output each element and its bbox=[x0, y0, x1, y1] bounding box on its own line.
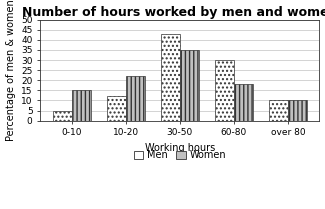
Bar bbox=[234, 84, 253, 121]
Bar bbox=[53, 111, 72, 121]
Bar bbox=[107, 96, 126, 121]
Bar bbox=[72, 90, 91, 121]
Bar bbox=[288, 101, 307, 121]
X-axis label: Working hours: Working hours bbox=[145, 143, 215, 153]
Bar bbox=[215, 60, 234, 121]
Y-axis label: Percentage of men & women: Percentage of men & women bbox=[6, 0, 16, 141]
Bar bbox=[161, 34, 180, 121]
Bar bbox=[269, 101, 288, 121]
Title: Number of hours worked by men and women: Number of hours worked by men and women bbox=[22, 6, 325, 19]
Bar bbox=[180, 50, 199, 121]
Bar bbox=[126, 76, 145, 121]
Legend: Men, Women: Men, Women bbox=[130, 146, 230, 164]
